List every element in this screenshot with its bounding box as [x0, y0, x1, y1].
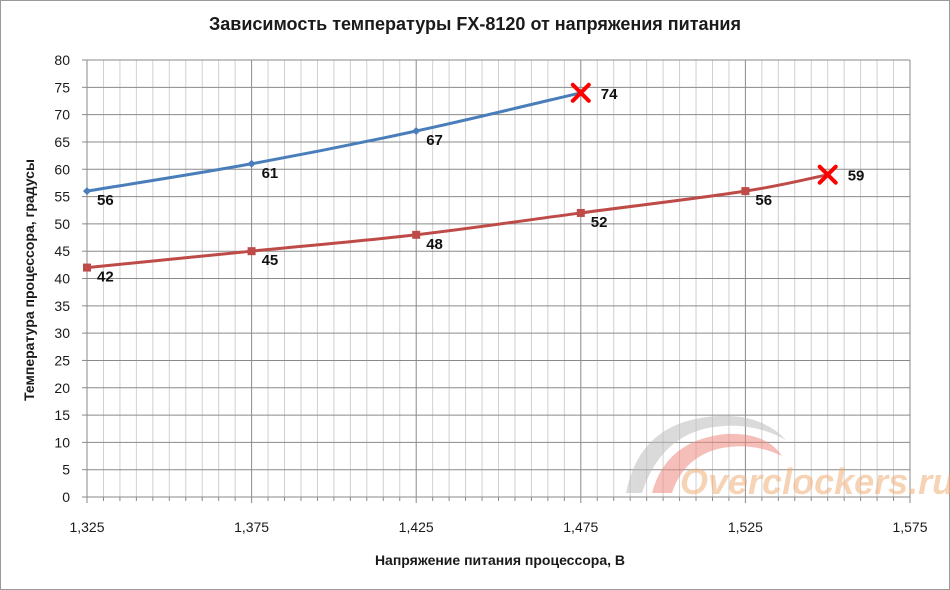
y-tick-label: 65: [54, 134, 70, 150]
y-tick-label: 20: [54, 380, 70, 396]
x-tick-label: 1,575: [892, 519, 927, 535]
y-tick-label: 35: [54, 298, 70, 314]
x-axis-label: Напряжение питания процессора, В: [374, 552, 626, 568]
x-tick-label: 1,475: [563, 519, 598, 535]
data-label: 42: [97, 269, 114, 286]
data-point-diamond: [412, 127, 421, 136]
x-tick-label: 1,525: [728, 519, 763, 535]
watermark-swoosh-gray: [626, 415, 786, 493]
axes: 0 5 10 15 20 25 30 35 40 45 50 55 60 65 70 75 80 1,325 1,3…: [54, 52, 927, 535]
x-tick-label: 1,425: [399, 519, 434, 535]
data-point-square: [741, 187, 750, 196]
data-point-square: [247, 247, 256, 256]
data-label: 67: [426, 132, 443, 149]
failure-x-marker: [817, 164, 838, 185]
data-point-diamond: [83, 187, 91, 196]
data-point-square: [412, 230, 421, 239]
y-tick-label: 25: [54, 352, 70, 368]
x-tick-label: 1,325: [69, 519, 104, 535]
y-tick-label: 75: [54, 79, 70, 95]
y-tick-label: 50: [54, 216, 70, 232]
y-tick-label: 80: [54, 52, 70, 68]
y-tick-label: 60: [54, 161, 70, 177]
data-label: 61: [262, 165, 279, 182]
data-point-square: [83, 263, 91, 272]
y-tick-label: 70: [54, 107, 70, 123]
watermark-text: Overclockers.ru: [680, 461, 950, 502]
data-point-square: [576, 208, 585, 217]
data-label: 48: [426, 236, 443, 253]
data-label: 52: [591, 214, 608, 231]
y-tick-label: 10: [54, 434, 70, 450]
watermark-swoosh-red: [652, 433, 782, 493]
y-tick-label: 40: [54, 271, 70, 287]
y-tick-label: 30: [54, 325, 70, 341]
chart-title: Зависимость температуры FX-8120 от напря…: [208, 14, 742, 34]
data-label: 45: [262, 252, 279, 269]
y-tick-label: 5: [62, 462, 70, 478]
y-tick-label: 55: [54, 189, 70, 205]
data-label: 56: [755, 192, 772, 209]
data-label: 74: [601, 86, 618, 103]
watermark-logo: Overclockers.ru: [626, 415, 950, 502]
y-tick-label: 0: [62, 489, 70, 505]
y-tick-label: 45: [54, 243, 70, 259]
x-tick-label: 1,375: [234, 519, 269, 535]
failure-x-marker: [570, 82, 591, 103]
data-label: 59: [848, 168, 865, 185]
series-layer: [83, 82, 838, 272]
gridlines: [87, 59, 911, 497]
y-tick-label: 15: [54, 407, 70, 423]
data-labels: 56 61 67 74 42 45 48 52 56 59: [97, 86, 864, 286]
series-line-2: [86, 173, 828, 270]
series-line-1: [86, 91, 582, 193]
data-point-diamond: [247, 159, 256, 168]
data-label: 56: [97, 192, 114, 209]
